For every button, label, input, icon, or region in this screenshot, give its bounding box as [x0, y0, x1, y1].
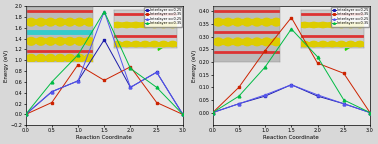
- Intralayer α=0.25: [341, 103, 346, 105]
- Line: Intralayer α=0.35: Intralayer α=0.35: [211, 16, 371, 114]
- Interlayer α=0.25: [154, 71, 159, 73]
- Intralayer α=0.25: [128, 87, 133, 88]
- Legend: Interlayer α=0.25, Interlayer α=0.35, Intralayer α=0.25, Intralayer α=0.35: Interlayer α=0.25, Interlayer α=0.35, In…: [144, 7, 182, 26]
- Interlayer α=0.25: [263, 94, 267, 96]
- Intralayer α=0.35: [263, 50, 267, 51]
- Intralayer α=0.35: [102, 11, 107, 12]
- Interlayer α=0.25: [76, 80, 80, 82]
- Interlayer α=0.35: [102, 79, 107, 81]
- Interlayer α=0.25: [181, 114, 185, 115]
- Interlayer α=0.35: [181, 114, 185, 115]
- Intralayer α=0.25: [181, 114, 185, 115]
- Intralayer α=0.35: [237, 86, 241, 88]
- Interlayer α=0.25: [128, 87, 133, 88]
- Intralayer α=0.35: [368, 112, 372, 113]
- Intralayer α=0.25: [315, 95, 320, 97]
- Y-axis label: Energy (eV): Energy (eV): [192, 50, 197, 82]
- Intralayer α=0.35: [128, 68, 133, 69]
- Intralayer α=0.25: [50, 91, 54, 93]
- Interlayer α=0.25: [289, 84, 294, 86]
- X-axis label: Reaction Coordinate: Reaction Coordinate: [76, 135, 132, 140]
- Intralayer α=0.25: [102, 11, 107, 12]
- Intralayer α=0.25: [237, 103, 241, 105]
- Line: Intralayer α=0.25: Intralayer α=0.25: [211, 83, 371, 114]
- Line: Intralayer α=0.25: Intralayer α=0.25: [24, 10, 184, 116]
- Intralayer α=0.35: [315, 62, 320, 64]
- Intralayer α=0.35: [211, 112, 215, 113]
- Interlayer α=0.35: [128, 66, 133, 68]
- X-axis label: Reaction Coordinate: Reaction Coordinate: [263, 135, 319, 140]
- Y-axis label: Energy (eV): Energy (eV): [4, 50, 9, 82]
- Interlayer α=0.35: [76, 64, 80, 66]
- Interlayer α=0.35: [368, 112, 372, 113]
- Intralayer α=0.25: [368, 112, 372, 113]
- Interlayer α=0.35: [315, 56, 320, 58]
- Line: Interlayer α=0.35: Interlayer α=0.35: [24, 63, 184, 116]
- Interlayer α=0.35: [289, 28, 294, 30]
- Legend: Intralayer α=0.25, Intralayer α=0.35, Interlayer α=0.25, Interlayer α=0.35: Intralayer α=0.25, Intralayer α=0.35, In…: [331, 7, 369, 26]
- Interlayer α=0.35: [211, 112, 215, 113]
- Interlayer α=0.35: [50, 102, 54, 103]
- Line: Intralayer α=0.35: Intralayer α=0.35: [24, 10, 184, 116]
- Intralayer α=0.25: [263, 95, 267, 97]
- Interlayer α=0.35: [154, 102, 159, 103]
- Interlayer α=0.25: [237, 103, 241, 105]
- Interlayer α=0.35: [23, 114, 28, 115]
- Interlayer α=0.35: [263, 66, 267, 68]
- Interlayer α=0.25: [211, 112, 215, 113]
- Interlayer α=0.25: [341, 103, 346, 105]
- Intralayer α=0.25: [211, 112, 215, 113]
- Interlayer α=0.25: [368, 112, 372, 113]
- Intralayer α=0.35: [76, 54, 80, 56]
- Intralayer α=0.35: [50, 81, 54, 83]
- Intralayer α=0.35: [289, 17, 294, 18]
- Intralayer α=0.35: [181, 114, 185, 115]
- Interlayer α=0.25: [315, 94, 320, 96]
- Intralayer α=0.25: [76, 80, 80, 82]
- Interlayer α=0.25: [50, 91, 54, 93]
- Interlayer α=0.25: [23, 114, 28, 115]
- Line: Interlayer α=0.25: Interlayer α=0.25: [24, 38, 184, 116]
- Line: Interlayer α=0.25: Interlayer α=0.25: [211, 83, 371, 114]
- Intralayer α=0.25: [289, 84, 294, 86]
- Interlayer α=0.25: [102, 39, 107, 41]
- Intralayer α=0.35: [341, 72, 346, 74]
- Intralayer α=0.35: [23, 114, 28, 115]
- Interlayer α=0.35: [237, 95, 241, 97]
- Intralayer α=0.25: [154, 71, 159, 73]
- Interlayer α=0.35: [341, 99, 346, 101]
- Intralayer α=0.25: [23, 114, 28, 115]
- Intralayer α=0.35: [154, 87, 159, 88]
- Line: Interlayer α=0.35: Interlayer α=0.35: [211, 28, 371, 114]
